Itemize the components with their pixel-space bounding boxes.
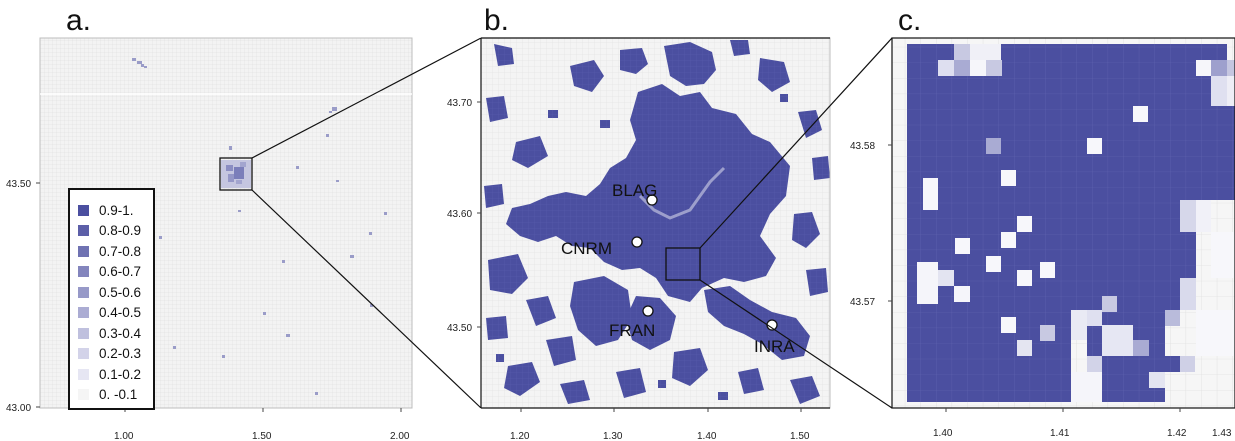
legend-label: 0.3-0.4 (99, 325, 142, 341)
panel-letter-b: b. (484, 4, 510, 37)
panel-letter-c: c. (898, 4, 922, 37)
panel-b-y-tick-43-70: 43.70 (447, 98, 472, 109)
legend-label: 0.2-0.3 (99, 346, 142, 362)
legend-label: 0.6-0.7 (99, 264, 142, 280)
legend-label: 0.7-0.8 (99, 243, 142, 259)
panel-b-urban-area (484, 40, 830, 404)
legend-label: 0. -0.1 (99, 387, 138, 403)
panel-b-x-tick-1-30: 1.30 (603, 431, 623, 441)
panel-a-y-tick-43-50: 43.50 (6, 179, 31, 190)
panel-a-map: 43.50 43.00 1.00 1.50 2.00 (6, 37, 413, 441)
station-marker (646, 194, 658, 206)
legend-swatch (78, 307, 89, 319)
station-label-inra: INRA (754, 337, 795, 356)
panel-c-x-tick-1-42: 1.42 (1167, 428, 1187, 439)
panel-b-x-tick-1-50: 1.50 (790, 431, 810, 441)
station-label-cnrm: CNRM (561, 239, 612, 258)
station-inra: INRA (754, 319, 795, 356)
legend-swatch (78, 368, 89, 380)
panel-b-y-tick-43-60: 43.60 (447, 209, 472, 220)
legend-item: 0.2-0.3 (78, 344, 153, 365)
legend-swatch (78, 225, 89, 237)
panel-c-x-tick-1-41: 1.41 (1050, 428, 1070, 439)
panel-a-x-tick-2-00: 2.00 (390, 431, 410, 441)
panel-a-toulouse-cluster (221, 160, 251, 188)
legend-item: 0.5-0.6 (78, 282, 153, 303)
panel-letter-a: a. (66, 4, 92, 37)
panel-a-y-tick-43-00: 43.00 (6, 403, 31, 414)
legend-item: 0.1-0.2 (78, 364, 153, 385)
legend-swatch (78, 286, 89, 298)
panel-a-x-tick-1-50: 1.50 (252, 431, 272, 441)
panel-c-x-tick-1-40: 1.40 (933, 428, 953, 439)
station-label-blag: BLAG (612, 181, 657, 200)
station-cnrm: CNRM (561, 236, 643, 258)
panel-c-map: 43.58 43.57 1.40 1.41 1.42 1.43 (850, 37, 1235, 439)
panel-b-zoom-box (665, 247, 701, 281)
station-label-fran: FRAN (609, 321, 655, 340)
panel-c-y-tick-43-58: 43.58 (850, 141, 875, 152)
panel-a-zoom-box (219, 157, 253, 191)
legend-swatch (78, 389, 89, 401)
legend-item: 0.4-0.5 (78, 303, 153, 324)
panel-c-y-tick-43-57: 43.57 (850, 297, 875, 308)
panel-b-y-tick-43-50: 43.50 (447, 323, 472, 334)
legend-label: 0.1-0.2 (99, 366, 142, 382)
legend-label: 0.9-1. (99, 202, 134, 218)
station-fran: FRAN (609, 305, 655, 340)
panel-c-low-fraction-cells (917, 44, 1235, 402)
legend-swatch (78, 204, 89, 216)
station-blag: BLAG (612, 181, 658, 206)
station-marker (631, 236, 643, 248)
legend-label: 0.8-0.9 (99, 223, 142, 239)
panel-c-urban-area (907, 44, 1227, 402)
station-marker (642, 305, 654, 317)
legend-item: 0.3-0.4 (78, 323, 153, 344)
legend-label: 0.5-0.6 (99, 284, 142, 300)
legend-item: 0.9-1. (78, 200, 153, 221)
panel-b-x-tick-1-20: 1.20 (510, 431, 530, 441)
panel-b-river (638, 166, 726, 220)
zoom-lines-a-b (251, 37, 482, 409)
legend-label: 0.4-0.5 (99, 305, 142, 321)
legend-item: 0. -0.1 (78, 385, 153, 406)
legend-swatch (78, 348, 89, 360)
zoom-lines-b-c (699, 37, 893, 409)
legend-swatch (78, 266, 89, 278)
legend-swatch (78, 327, 89, 339)
legend-item: 0.8-0.9 (78, 221, 153, 242)
legend: 0.9-1. 0.8-0.9 0.7-0.8 0.6-0.7 0.5-0.6 0… (68, 188, 155, 410)
legend-item: 0.7-0.8 (78, 241, 153, 262)
panel-b-map: BLAG CNRM FRAN INRA (447, 37, 831, 441)
panel-b-x-tick-1-40: 1.40 (697, 431, 717, 441)
legend-swatch (78, 245, 89, 257)
legend-item: 0.6-0.7 (78, 262, 153, 283)
panel-a-x-tick-1-00: 1.00 (114, 431, 134, 441)
panel-c-x-tick-1-43: 1.43 (1212, 428, 1232, 439)
